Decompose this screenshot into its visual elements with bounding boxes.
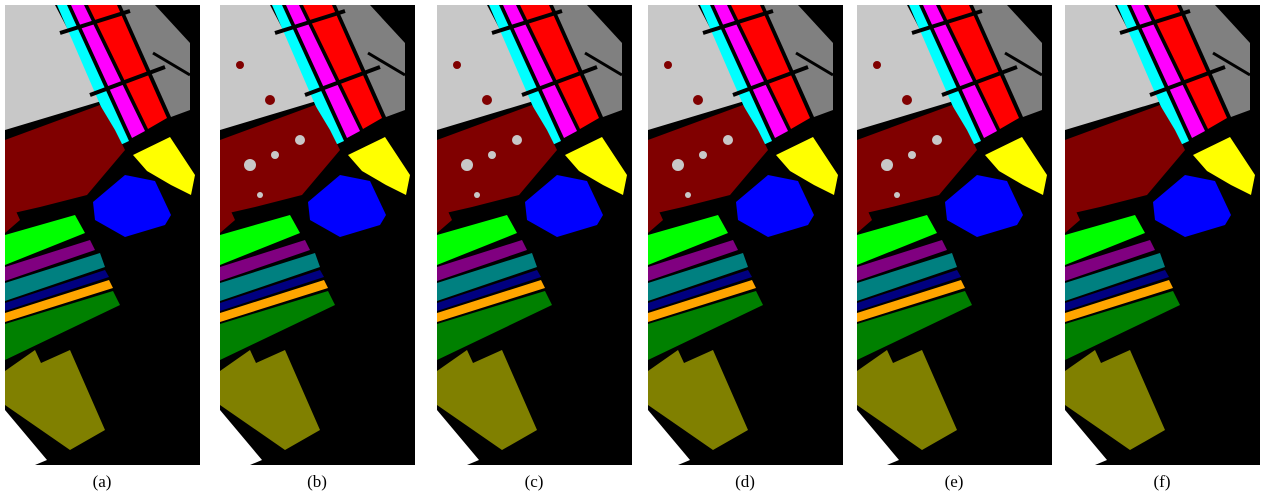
panels: (a) (b) (c) (d) (e) (f) xyxy=(5,5,1260,491)
panel-label: (d) xyxy=(735,472,755,491)
panel-label: (e) xyxy=(945,472,964,491)
classification-map xyxy=(1065,5,1260,465)
classification-map xyxy=(648,5,843,465)
figure: (a) (b) (c) (d) (e) (f) xyxy=(0,0,1261,497)
classification-map xyxy=(5,5,200,465)
panel-label: (a) xyxy=(93,472,112,491)
classification-map xyxy=(437,5,632,465)
panel-label: (c) xyxy=(525,472,544,491)
panel-label: (f) xyxy=(1154,472,1171,491)
panel-label: (b) xyxy=(307,472,327,491)
classification-map xyxy=(220,5,415,465)
classification-map xyxy=(857,5,1052,465)
